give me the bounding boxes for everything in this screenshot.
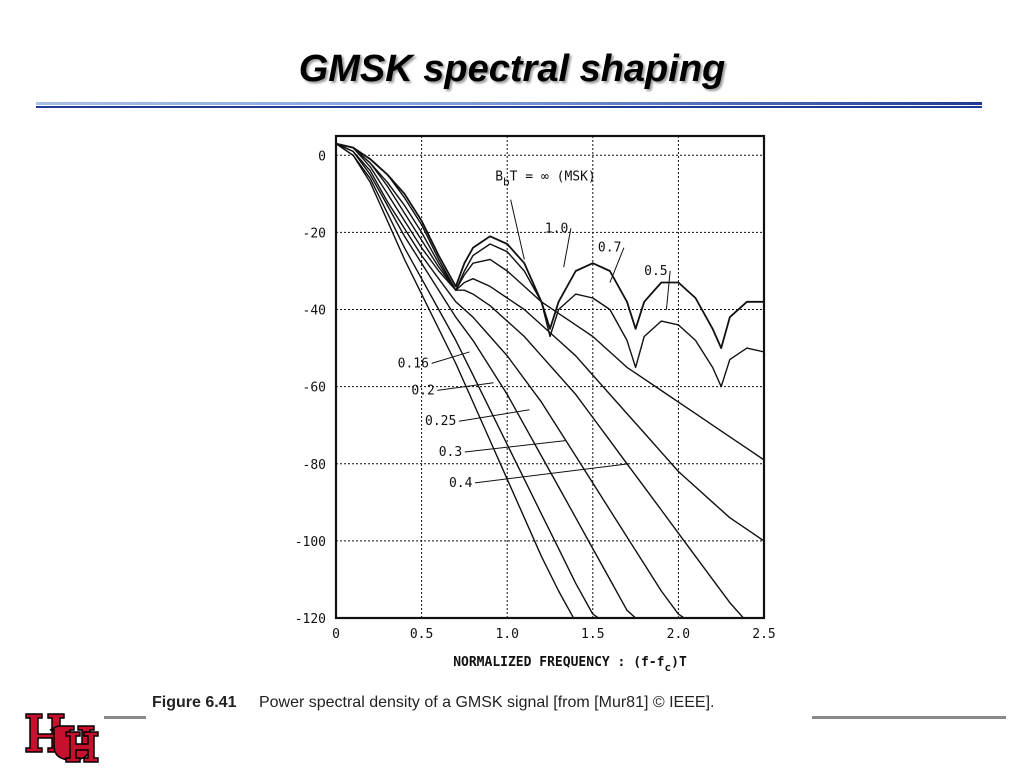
series-line	[336, 143, 764, 542]
y-tick-label: -80	[303, 458, 326, 473]
series-line	[336, 143, 745, 618]
x-tick-label: 2.0	[667, 627, 690, 642]
msk-curve-label: BbT = ∞ (MSK)	[495, 169, 596, 188]
footer-line-right	[812, 716, 1006, 719]
x-tick-label: 2.5	[752, 627, 775, 642]
series-line	[336, 142, 764, 350]
curve-label: 0.16	[398, 356, 429, 371]
uh-logo	[25, 713, 99, 763]
curve-label-leader	[609, 247, 625, 283]
curve-label: 1.0	[545, 221, 568, 236]
x-tick-label: 0.5	[410, 627, 433, 642]
msk-label-leader	[510, 199, 525, 260]
x-tick-label: 1.5	[581, 627, 604, 642]
curve-label-leader	[474, 463, 629, 484]
y-tick-label: -40	[303, 304, 326, 319]
curve-label: 0.5	[644, 264, 667, 279]
curve-label-leader	[563, 228, 572, 268]
x-axis-title: NORMALIZED FREQUENCY : (f-fc)T	[453, 655, 687, 674]
series-group	[336, 142, 764, 618]
chart-root: 0 0.5 1.0 1.5 2.0 2.5 0 -20 -40 -60 -80 -100 -120 1.0…	[295, 134, 776, 674]
series-line	[336, 143, 637, 618]
curve-label: 0.4	[449, 476, 473, 491]
figure-caption-text: Power spectral density of a GMSK signal …	[258, 694, 715, 711]
plot-frame	[334, 134, 766, 620]
figure-number: Figure 6.41	[152, 694, 237, 711]
series-line	[336, 143, 764, 461]
series-line	[336, 143, 575, 618]
y-tick-label: 0	[318, 149, 326, 164]
curve-label-leader	[464, 440, 566, 453]
y-tick-label: -60	[303, 381, 326, 396]
curve-label: 0.25	[425, 414, 456, 429]
series-line	[336, 143, 686, 618]
y-tick-label: -120	[295, 612, 326, 627]
curve-label-leader	[431, 351, 470, 364]
footer-line-left	[104, 716, 146, 719]
slide-title: GMSK spectral shaping	[298, 48, 726, 90]
psd-chart: 0 0.5 1.0 1.5 2.0 2.5 0 -20 -40 -60 -80 -100 -120 1.0…	[295, 134, 776, 674]
curve-label: 0.3	[439, 445, 462, 460]
x-tick-label: 1.0	[495, 627, 518, 642]
title-divider	[36, 102, 982, 108]
curve-label: 0.2	[411, 383, 434, 398]
curve-label-leader	[665, 270, 671, 310]
y-tick-label: -100	[295, 535, 326, 550]
curve-label: 0.7	[598, 241, 621, 256]
curve-label-leader	[458, 409, 530, 422]
y-tick-label: -20	[303, 226, 326, 241]
x-tick-label: 0	[332, 627, 340, 642]
curve-label-leader	[437, 382, 494, 391]
series-line	[336, 143, 600, 618]
series-line	[336, 143, 764, 388]
figure-caption: Figure 6.41 Power spectral density of a …	[152, 694, 714, 712]
